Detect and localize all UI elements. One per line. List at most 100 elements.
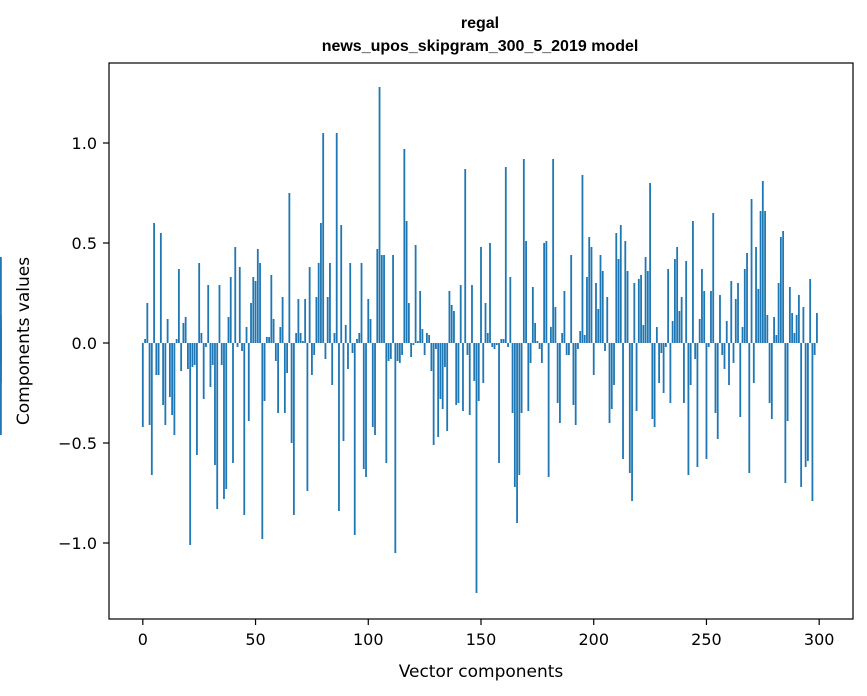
bar (570, 255, 573, 343)
bar (685, 261, 688, 343)
bar (590, 247, 593, 343)
bar (800, 343, 803, 487)
bar (511, 343, 514, 413)
bar (329, 263, 331, 343)
bar (148, 343, 151, 425)
bar (637, 279, 640, 343)
bar (687, 343, 690, 475)
bar (662, 343, 665, 393)
bar (719, 295, 721, 343)
bar (484, 303, 487, 343)
y-tick-label: 0.5 (72, 234, 97, 253)
bar (509, 277, 512, 343)
bar (245, 327, 248, 343)
bar (626, 271, 629, 343)
bar (739, 343, 742, 417)
bar (673, 259, 676, 343)
bar (306, 343, 309, 491)
bar (743, 269, 746, 343)
bar (407, 303, 410, 343)
bar (254, 281, 257, 343)
bar (701, 269, 703, 343)
bar (441, 343, 444, 409)
bar (191, 343, 194, 367)
bar (338, 343, 340, 511)
bar (640, 275, 642, 343)
bar (545, 241, 548, 343)
bar (786, 343, 789, 421)
bar (489, 243, 491, 343)
bars-group (0, 87, 818, 593)
bar (146, 303, 149, 343)
bar (678, 311, 681, 343)
bar (522, 159, 525, 343)
bar (563, 291, 566, 343)
bar (559, 343, 561, 423)
bar (311, 343, 313, 375)
bar (707, 343, 710, 347)
bar (324, 343, 327, 359)
bar (549, 327, 552, 343)
x-axis-ticks: 0 50 100 150 200 250 300 (138, 619, 834, 649)
bar (268, 337, 270, 343)
bar (807, 343, 809, 461)
bar (802, 307, 805, 343)
bar (750, 199, 753, 343)
bar (628, 343, 631, 473)
x-tick-label: 150 (466, 630, 497, 649)
bar (414, 245, 417, 343)
bar (592, 343, 595, 375)
bar (144, 339, 146, 343)
bar (389, 343, 392, 359)
bar (793, 333, 796, 343)
bar (520, 343, 523, 413)
bar (202, 343, 205, 399)
bar (784, 343, 787, 483)
bar (692, 221, 694, 343)
bar (387, 343, 390, 361)
bar (270, 275, 273, 343)
bar (380, 255, 383, 343)
bar (653, 343, 656, 427)
chart-subtitle: news_upos_skipgram_300_5_2019 model (322, 38, 639, 55)
bar (432, 343, 435, 445)
bar (761, 181, 764, 343)
bar (162, 343, 165, 405)
bar (403, 149, 406, 343)
bar (405, 221, 408, 343)
bar (554, 307, 557, 343)
bar (0, 257, 2, 343)
bar (552, 159, 555, 343)
bar (486, 333, 489, 343)
bar (816, 313, 818, 343)
bar (804, 343, 807, 467)
bar (207, 285, 210, 343)
bar (150, 343, 153, 475)
bar (529, 343, 532, 363)
x-tick-label: 200 (578, 630, 609, 649)
bar (308, 267, 311, 343)
bar (752, 343, 755, 383)
bar (209, 343, 212, 387)
bar (597, 309, 600, 343)
bar (412, 343, 415, 345)
bar (292, 343, 295, 515)
bar (577, 343, 579, 349)
bar (259, 263, 261, 343)
bar (229, 277, 232, 343)
bar (633, 283, 636, 343)
bar (746, 253, 748, 343)
bar (272, 319, 275, 343)
bar (168, 343, 171, 397)
bar (419, 291, 422, 343)
bar (601, 271, 604, 343)
bar (333, 333, 336, 343)
bar (200, 333, 203, 343)
bar (0, 343, 2, 365)
bar (696, 343, 699, 467)
bar (500, 339, 503, 343)
bar (716, 343, 719, 439)
bar (439, 343, 442, 399)
bar (491, 343, 494, 347)
